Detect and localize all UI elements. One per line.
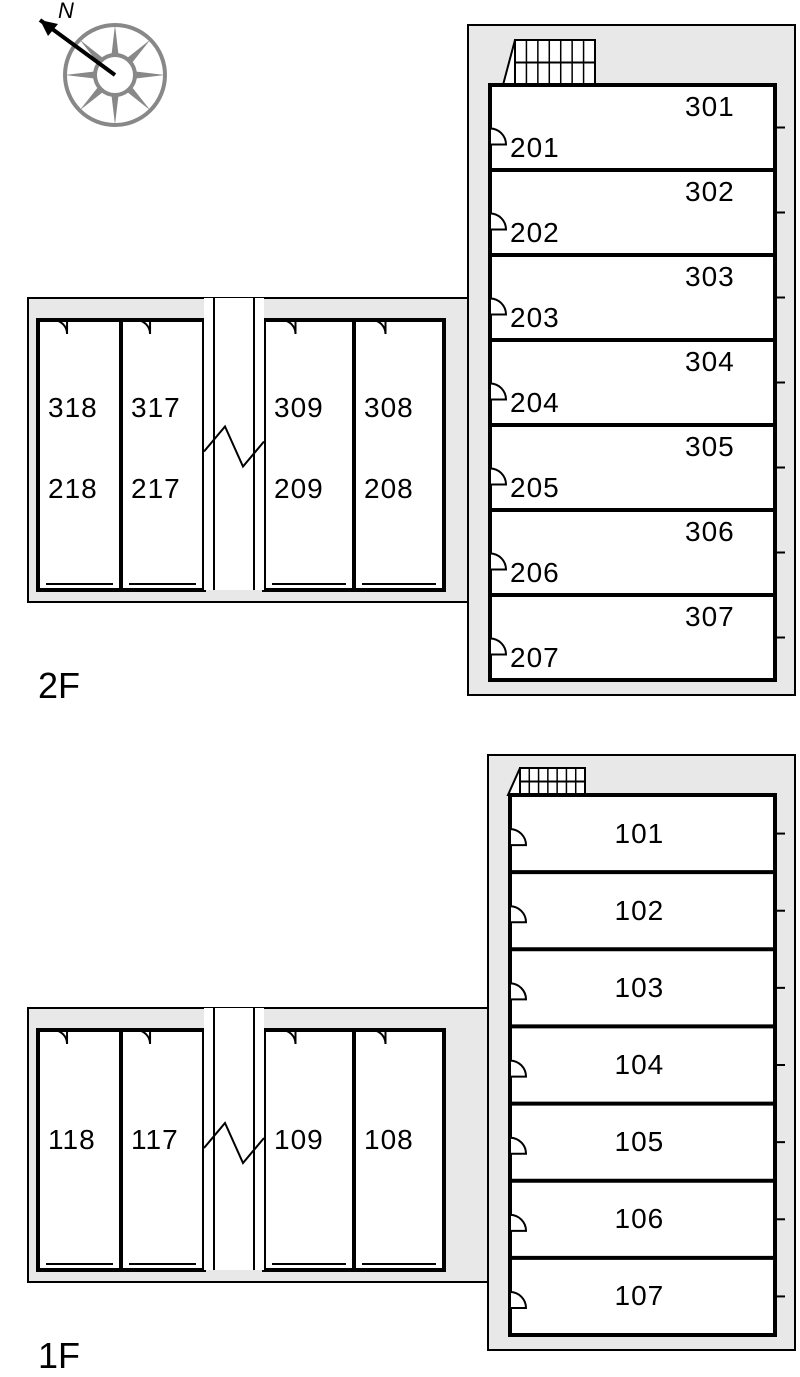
unit-201: 201 xyxy=(510,132,560,164)
unit-203: 203 xyxy=(510,302,560,334)
f2-right-block xyxy=(490,85,775,680)
unit-305: 305 xyxy=(685,431,735,463)
unit-204: 204 xyxy=(510,387,560,419)
unit-301: 301 xyxy=(685,91,735,123)
unit-103: 103 xyxy=(615,972,665,1004)
unit-208: 208 xyxy=(364,473,414,505)
unit-318: 318 xyxy=(48,392,98,424)
svg-text:N: N xyxy=(58,0,74,23)
unit-205: 205 xyxy=(510,472,560,504)
unit-101: 101 xyxy=(615,818,665,850)
unit-107: 107 xyxy=(615,1280,665,1312)
unit-105: 105 xyxy=(615,1126,665,1158)
floor-plan-svg: N xyxy=(0,0,800,1373)
unit-317: 317 xyxy=(131,392,181,424)
unit-308: 308 xyxy=(364,392,414,424)
unit-108: 108 xyxy=(364,1124,414,1156)
floor-label-2f: 2F xyxy=(38,665,80,707)
unit-206: 206 xyxy=(510,557,560,589)
unit-307: 307 xyxy=(685,601,735,633)
unit-217: 217 xyxy=(131,473,181,505)
unit-102: 102 xyxy=(615,895,665,927)
unit-218: 218 xyxy=(48,473,98,505)
unit-303: 303 xyxy=(685,261,735,293)
unit-104: 104 xyxy=(615,1049,665,1081)
unit-306: 306 xyxy=(685,516,735,548)
unit-304: 304 xyxy=(685,346,735,378)
unit-117: 117 xyxy=(131,1124,179,1156)
unit-109: 109 xyxy=(274,1124,324,1156)
compass-icon: N xyxy=(40,0,165,125)
unit-118: 118 xyxy=(48,1124,96,1156)
unit-202: 202 xyxy=(510,217,560,249)
unit-106: 106 xyxy=(615,1203,665,1235)
unit-302: 302 xyxy=(685,176,735,208)
unit-207: 207 xyxy=(510,642,560,674)
floor-label-1f: 1F xyxy=(38,1335,80,1377)
unit-309: 309 xyxy=(274,392,324,424)
unit-209: 209 xyxy=(274,473,324,505)
